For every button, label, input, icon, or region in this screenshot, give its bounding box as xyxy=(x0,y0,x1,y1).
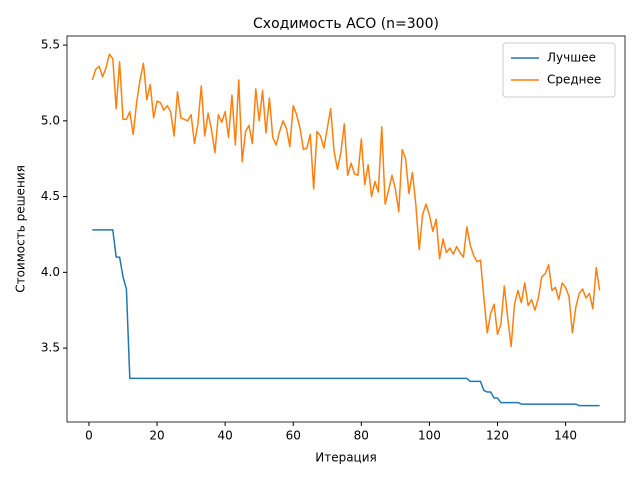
chart-title: Сходимость ACO (n=300) xyxy=(253,16,439,32)
x-tick-label: 40 xyxy=(217,429,232,443)
x-tick-label: 140 xyxy=(554,429,577,443)
data-line xyxy=(91,53,601,348)
x-tick-label: 20 xyxy=(149,429,164,443)
x-tick-label: 120 xyxy=(486,429,509,443)
y-tick-label: 5.0 xyxy=(41,113,60,127)
x-axis-label: Итерация xyxy=(315,451,377,465)
x-tick-label: 80 xyxy=(354,429,369,443)
legend-label: Среднее xyxy=(547,73,601,87)
y-tick-label: 3.5 xyxy=(41,341,60,355)
legend-label: Лучшее xyxy=(547,51,596,65)
legend-box xyxy=(502,42,616,98)
y-tick-label: 5.5 xyxy=(41,38,60,52)
x-tick-label: 60 xyxy=(286,429,301,443)
x-tick-label: 100 xyxy=(418,429,441,443)
y-axis-label: Стоимость решения xyxy=(14,165,28,293)
data-line xyxy=(92,229,600,407)
x-tick-label: 0 xyxy=(85,429,93,443)
y-tick-label: 4.0 xyxy=(41,265,60,279)
y-tick-label: 4.5 xyxy=(41,189,60,203)
axes-frame xyxy=(66,35,626,423)
legend: Лучшее Среднее xyxy=(502,42,616,98)
